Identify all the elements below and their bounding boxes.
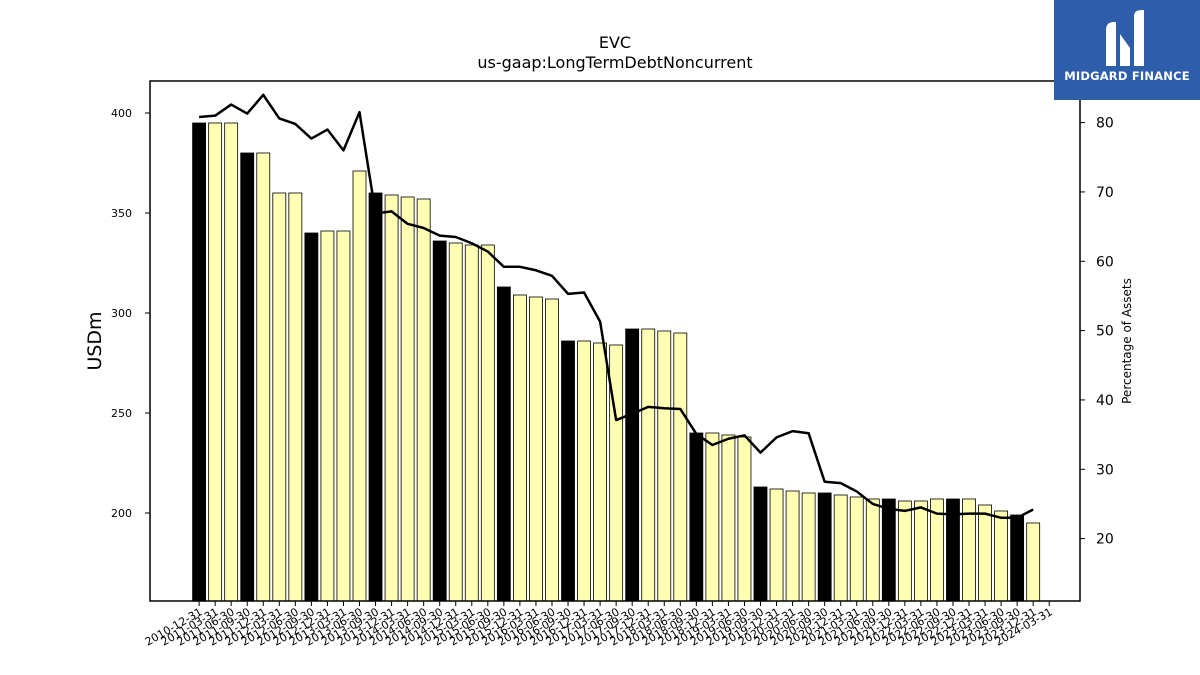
bar — [769, 488, 784, 602]
y-tick-label: 200 — [111, 507, 132, 520]
bar — [753, 486, 768, 602]
chart-title: EVC — [599, 33, 631, 52]
bar — [705, 432, 720, 602]
bar — [224, 122, 239, 602]
bar — [432, 240, 447, 602]
bar — [673, 332, 688, 602]
y2-tick-label: 20 — [1096, 532, 1114, 548]
y-axis-label: USDm — [84, 311, 106, 370]
bar — [785, 490, 800, 602]
bar — [689, 432, 704, 602]
bar — [448, 242, 463, 602]
bar — [208, 122, 223, 602]
bar — [721, 434, 736, 602]
y2-axis-label: Percentage of Assets — [1120, 278, 1134, 404]
y-tick-label: 250 — [111, 407, 132, 420]
bar — [593, 342, 607, 602]
bar — [272, 192, 287, 602]
bar — [1026, 522, 1041, 602]
bar — [801, 492, 816, 602]
bar — [529, 296, 543, 602]
bar — [256, 152, 271, 602]
bar — [978, 504, 992, 602]
bar — [384, 194, 399, 602]
bar — [288, 192, 303, 602]
bar — [304, 232, 319, 602]
bar — [513, 294, 527, 602]
y-tick-label: 350 — [111, 207, 132, 220]
bar — [1010, 514, 1025, 602]
bar — [897, 500, 912, 602]
x-axis-ticks: 2010-12-312011-03-312011-06-302011-09-30… — [143, 601, 1055, 649]
bar — [625, 328, 640, 602]
bar — [833, 494, 848, 602]
left-axis-ticks: 200 250 300 350 400 — [111, 107, 150, 520]
midgard-finance-logo: MIDGARD FINANCE — [1054, 0, 1200, 100]
bar — [480, 244, 495, 602]
y2-tick-label: 60 — [1096, 254, 1114, 270]
right-axis-ticks: 20 30 40 50 60 70 80 — [1080, 116, 1114, 548]
bar — [400, 196, 415, 602]
line-group — [198, 93, 1034, 520]
bar — [368, 192, 383, 602]
y2-tick-label: 40 — [1096, 393, 1114, 409]
logo-mark-icon — [1106, 10, 1144, 66]
bar — [464, 244, 479, 602]
y2-tick-label: 70 — [1096, 185, 1114, 201]
bar — [416, 198, 431, 602]
bar — [849, 496, 864, 602]
y2-tick-label: 50 — [1096, 324, 1114, 340]
bar — [561, 340, 575, 602]
bar — [609, 344, 624, 602]
bar — [657, 330, 672, 602]
bar — [577, 340, 591, 602]
bars-group — [192, 122, 1041, 602]
bar — [320, 230, 335, 602]
bar — [352, 170, 367, 602]
bar — [496, 286, 511, 602]
y2-tick-label: 80 — [1096, 116, 1114, 132]
bar — [817, 492, 832, 602]
bar — [545, 298, 559, 602]
bar — [192, 122, 207, 602]
bar — [641, 328, 656, 602]
y-tick-label: 400 — [111, 107, 132, 120]
bar — [336, 230, 351, 602]
bar — [737, 436, 752, 602]
bar — [865, 498, 880, 602]
y2-tick-label: 30 — [1096, 462, 1114, 478]
logo-text: MIDGARD FINANCE — [1064, 69, 1190, 83]
plot-frame — [149, 80, 1081, 602]
percentage-line — [198, 93, 1034, 520]
bar — [914, 500, 928, 602]
chart-subtitle: us-gaap:LongTermDebtNoncurrent — [477, 53, 752, 72]
y-tick-label: 300 — [111, 307, 132, 320]
bar — [994, 510, 1008, 602]
bar — [240, 152, 255, 602]
bar — [881, 498, 896, 602]
